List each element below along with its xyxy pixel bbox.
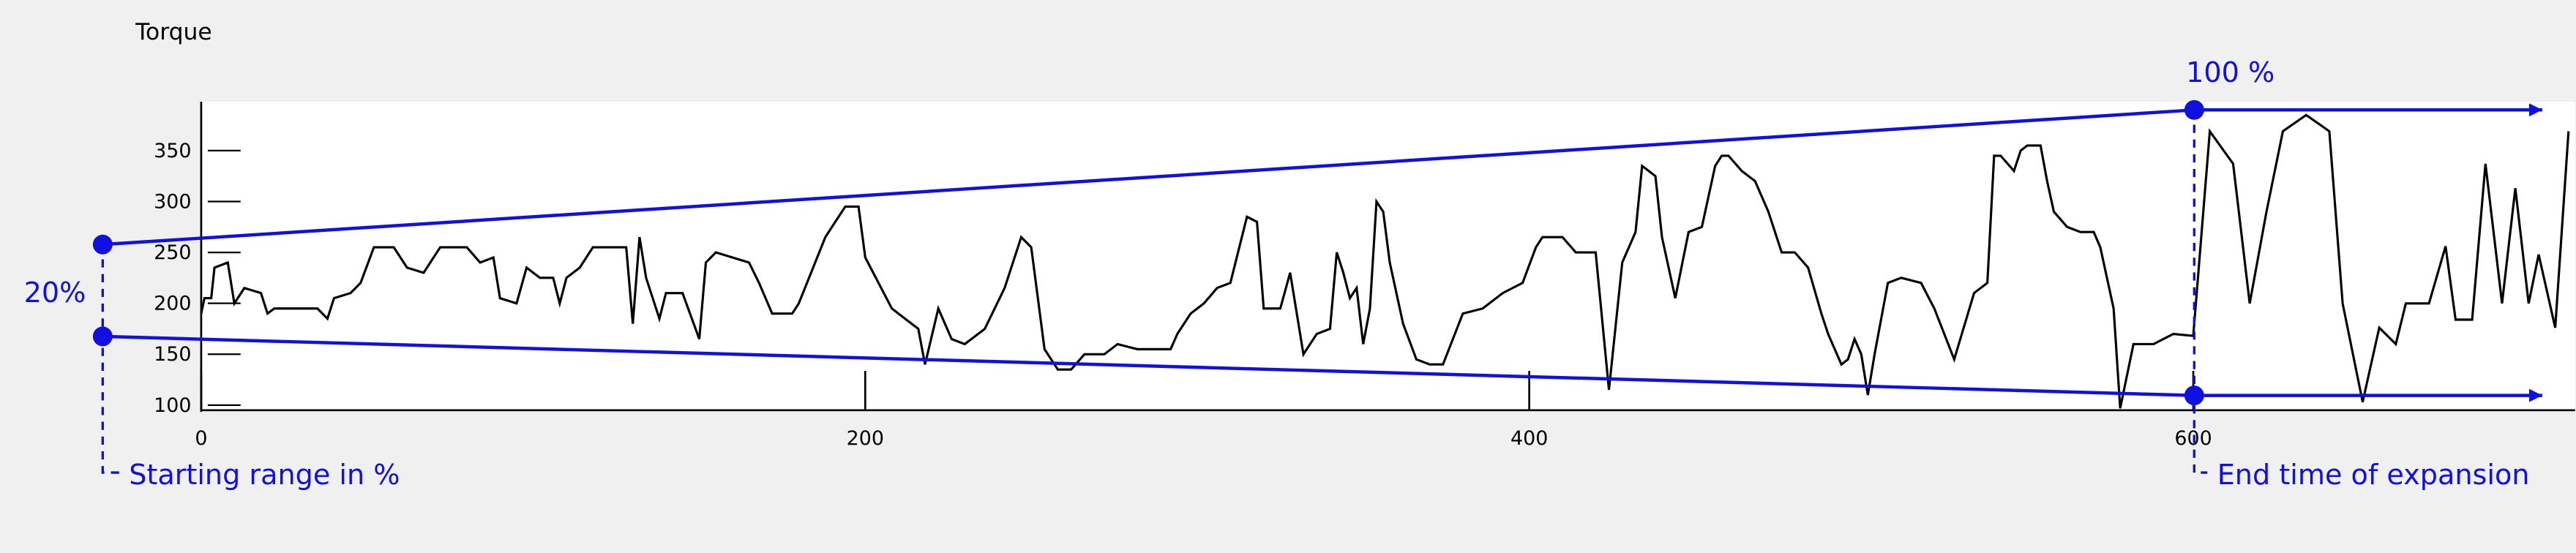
y-tick-label: 150 bbox=[154, 343, 191, 366]
handle bbox=[2184, 99, 2204, 120]
annotation: 100 % bbox=[2186, 56, 2274, 89]
overlay-points bbox=[92, 99, 2204, 406]
x-tick-label: 200 bbox=[847, 427, 884, 450]
handle bbox=[92, 326, 113, 347]
x-tick-label: 400 bbox=[1510, 427, 1548, 450]
annotation: End time of expansion bbox=[2217, 459, 2530, 491]
expansion-overlay bbox=[101, 103, 2542, 474]
torque-line bbox=[200, 113, 2570, 409]
x-tick-label: 0 bbox=[195, 427, 207, 450]
y-tick-label: 200 bbox=[154, 293, 191, 315]
y-tick-label: 100 bbox=[154, 394, 191, 417]
y-tick-label: 250 bbox=[154, 241, 191, 264]
annotation: Starting range in % bbox=[129, 459, 400, 491]
y-tick-label: 300 bbox=[154, 190, 191, 213]
upper-bound bbox=[102, 108, 2195, 247]
lower-bound bbox=[102, 334, 2195, 397]
start-leader bbox=[101, 244, 119, 474]
handle bbox=[2184, 385, 2204, 406]
y-tick-label: 350 bbox=[154, 140, 191, 162]
chart-title: Torque bbox=[135, 19, 212, 45]
annotation: 20% bbox=[24, 276, 86, 309]
end-leader bbox=[2193, 110, 2208, 474]
handle bbox=[92, 234, 113, 255]
